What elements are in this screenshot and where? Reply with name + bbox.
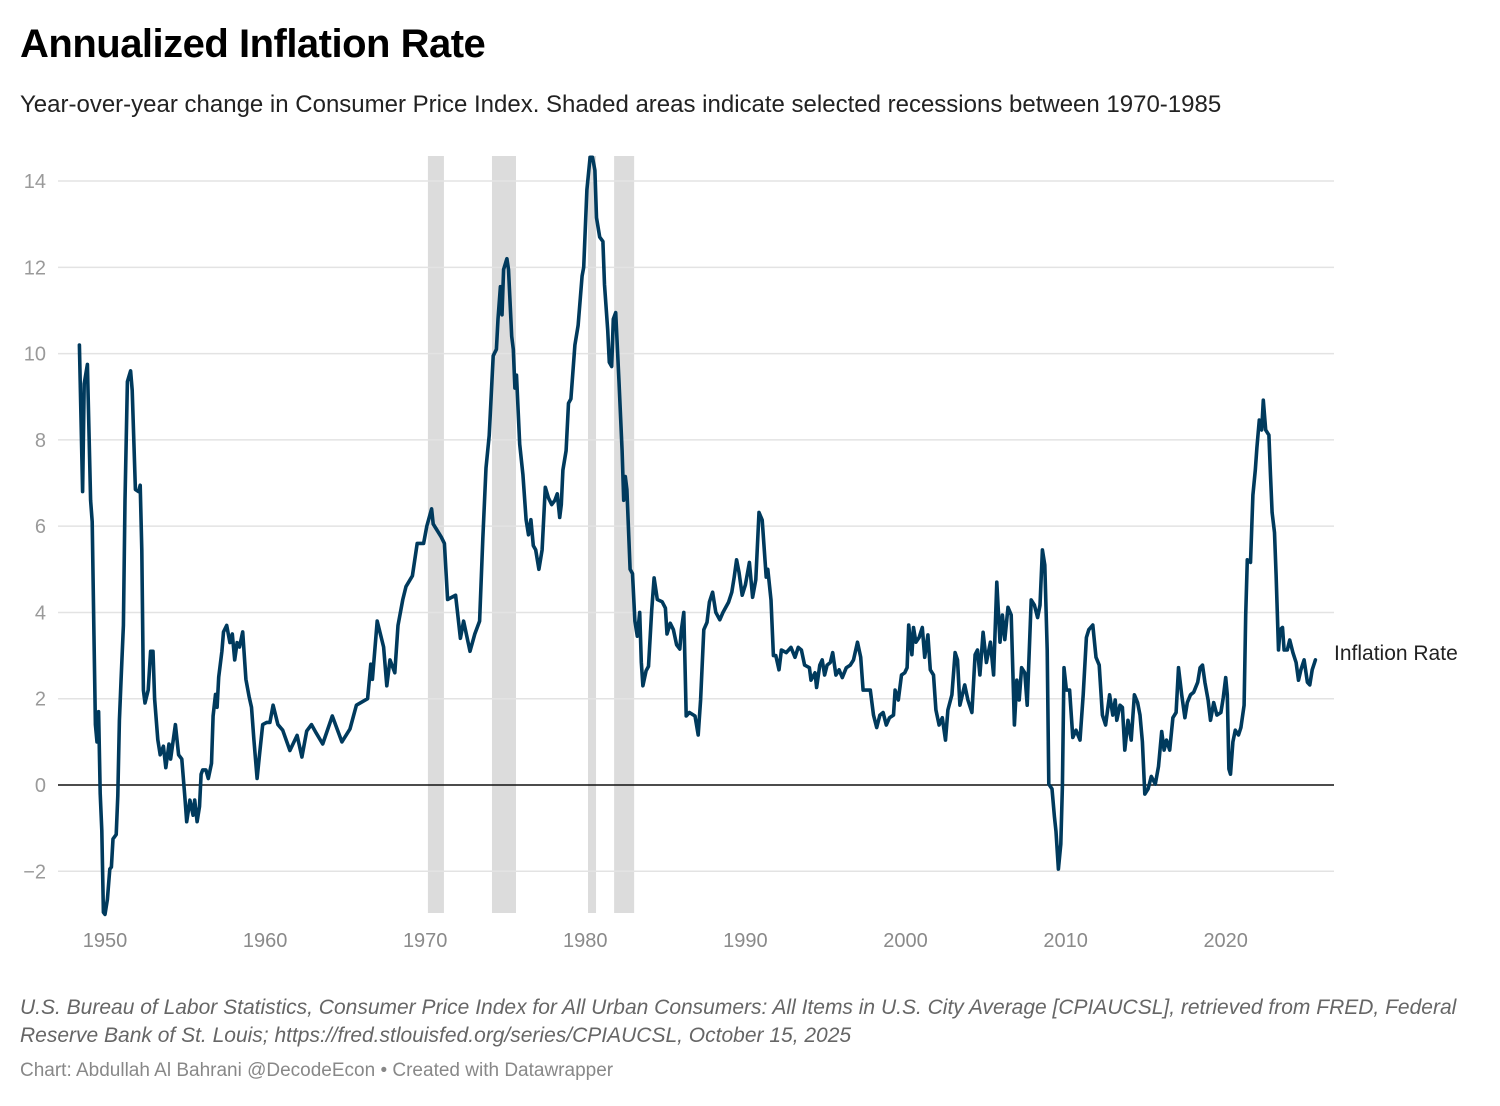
x-tick-label: 1960: [243, 930, 288, 952]
chart-credit: Chart: Abdullah Al Bahrani @DecodeEcon •…: [20, 1060, 614, 1081]
y-tick-label: 2: [35, 689, 46, 711]
recession-shading: [427, 156, 635, 913]
source-note: U.S. Bureau of Labor Statistics, Consume…: [20, 996, 1457, 1047]
y-axis: −2 0 2 4 6 8 10 12 14: [23, 171, 46, 883]
recession-band: [614, 156, 635, 913]
y-tick-label: 12: [24, 257, 46, 279]
x-tick-label: 1980: [563, 930, 608, 952]
series-line-inflation-rate: [77, 155, 1318, 917]
y-tick-label: 6: [35, 516, 46, 538]
x-tick-label: 1950: [83, 930, 128, 952]
x-axis: 1950 1960 1970 1980 1990 2000 2010 2020: [83, 930, 1248, 952]
y-tick-label: 10: [24, 344, 46, 366]
x-tick-label: 1970: [403, 930, 448, 952]
x-tick-label: 2000: [883, 930, 928, 952]
y-tick-label: −2: [23, 861, 46, 883]
chart-title: Annualized Inflation Rate: [20, 22, 486, 66]
y-tick-label: 4: [35, 602, 46, 624]
chart-subtitle: Year-over-year change in Consumer Price …: [20, 91, 1222, 118]
x-tick-label: 1990: [723, 930, 768, 952]
gridlines: [58, 180, 1334, 873]
y-tick-label: 14: [24, 171, 46, 193]
y-tick-label: 8: [35, 430, 46, 452]
recession-band: [588, 156, 597, 913]
recession-band: [427, 156, 444, 913]
x-tick-label: 2020: [1203, 930, 1248, 952]
y-tick-label: 0: [35, 775, 46, 797]
x-tick-label: 2010: [1043, 930, 1088, 952]
series-label: Inflation Rate: [1334, 642, 1458, 665]
